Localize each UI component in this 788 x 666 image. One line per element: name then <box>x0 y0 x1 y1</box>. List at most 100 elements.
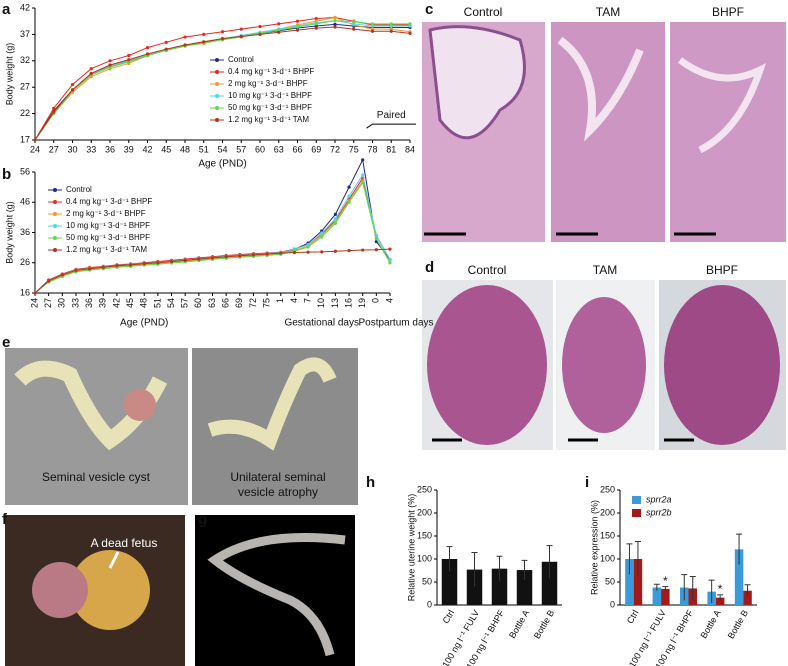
legend-label: Control <box>228 55 254 64</box>
image-caption: Unilateral seminal <box>230 470 325 484</box>
image-detail <box>70 550 150 630</box>
y-tick-label: 50 <box>422 576 432 586</box>
image-detail <box>427 285 547 445</box>
image-detail <box>124 389 156 421</box>
marker <box>347 249 351 253</box>
x-tick-label: 75 <box>349 144 359 154</box>
x-tick-label: Bottle A <box>507 608 531 640</box>
x-axis-title: Age (PND) <box>120 318 168 329</box>
x-tick-label: 39 <box>98 298 108 308</box>
marker <box>70 88 75 92</box>
marker <box>361 248 365 252</box>
marker <box>306 243 310 247</box>
x-tick-label: 36 <box>105 144 115 154</box>
legend-swatch <box>53 212 57 216</box>
marker <box>389 29 393 33</box>
marker <box>361 158 365 162</box>
image-detail <box>32 562 88 618</box>
x-tick-label: 60 <box>193 298 203 308</box>
marker <box>115 264 119 268</box>
image-caption: A dead fetus <box>91 536 158 550</box>
y-tick-label: 26 <box>20 257 30 267</box>
marker <box>197 257 201 261</box>
legend-swatch <box>53 188 57 192</box>
x-tick-label: Bottle B <box>532 608 556 640</box>
marker <box>108 63 112 67</box>
x-tick-label: 4 <box>289 298 299 303</box>
y-axis-title: Body weight (g) <box>4 43 14 106</box>
marker <box>265 252 269 256</box>
x-tick-label: Ctrl <box>441 608 457 625</box>
legend-swatch <box>53 236 57 240</box>
legend-label: sprr2a <box>646 494 672 504</box>
image-detail <box>207 533 346 657</box>
marker <box>183 43 187 47</box>
bar <box>652 587 662 605</box>
error-bar <box>689 575 696 601</box>
marker <box>277 30 281 34</box>
x-tick-label: Bottle A <box>699 608 723 640</box>
x-tick-label: 13 <box>330 298 340 308</box>
legend-label: 50 mg kg⁻¹ 3-d⁻¹ BHPF <box>66 233 150 242</box>
x-tick-label: 4 <box>384 298 394 303</box>
error-bar <box>446 546 453 572</box>
marker <box>408 31 412 35</box>
bar <box>633 559 643 605</box>
marker <box>370 22 375 26</box>
marker <box>210 256 215 260</box>
bar <box>441 559 458 605</box>
y-tick-label: 200 <box>417 507 432 517</box>
marker <box>314 16 318 21</box>
marker <box>388 247 392 251</box>
y-tick-label: 0 <box>427 599 432 609</box>
marker <box>408 22 412 26</box>
marker <box>52 110 56 114</box>
marker <box>314 22 318 26</box>
y-tick-label: 37 <box>20 29 30 39</box>
bar <box>491 568 508 605</box>
error-bar <box>744 584 751 597</box>
x-tick-label: 1 <box>275 298 285 303</box>
marker <box>33 138 37 142</box>
marker <box>279 251 283 255</box>
marker <box>333 221 337 226</box>
x-tick-label: 60 <box>255 144 265 154</box>
legend-swatch <box>53 248 57 252</box>
x-tick-label: 10 <box>316 298 326 308</box>
legend-swatch <box>215 82 219 86</box>
y-tick-label: 42 <box>20 2 30 12</box>
marker <box>374 248 378 252</box>
panel-label: e <box>2 334 10 351</box>
series-line <box>34 16 411 141</box>
annotation: Paired <box>377 110 406 121</box>
marker <box>333 15 337 20</box>
marker <box>388 261 392 265</box>
legend-label: 10 mg kg⁻¹ 3-d⁻¹ BHPF <box>66 221 150 230</box>
image <box>551 22 665 242</box>
marker <box>47 279 51 283</box>
y-tick-label: 250 <box>417 484 432 494</box>
bar <box>661 588 670 605</box>
marker <box>333 19 337 23</box>
image-label: Control <box>468 263 507 277</box>
marker <box>333 212 337 216</box>
marker <box>314 26 318 30</box>
y-tick-label: 100 <box>417 553 432 563</box>
legend-label: 2 mg kg⁻¹ 3-d⁻¹ BHPF <box>228 79 308 88</box>
x-tick-label: 54 <box>217 144 227 154</box>
legend-swatch <box>632 496 641 504</box>
marker <box>333 217 337 221</box>
x-tick-label: 7 <box>302 298 312 303</box>
y-axis-title: Body weight (g) <box>4 201 14 264</box>
error-bar <box>653 583 660 591</box>
marker <box>258 32 262 37</box>
marker <box>183 35 187 39</box>
x-tick-label: 36 <box>84 298 94 308</box>
marker <box>295 28 300 32</box>
photo-f: A dead fetus <box>5 515 185 666</box>
legend-swatch <box>215 118 219 122</box>
x-axis-title: Gestational days <box>284 318 359 329</box>
legend-swatch <box>632 509 641 517</box>
marker <box>101 265 105 269</box>
panel-label: f <box>2 511 8 528</box>
